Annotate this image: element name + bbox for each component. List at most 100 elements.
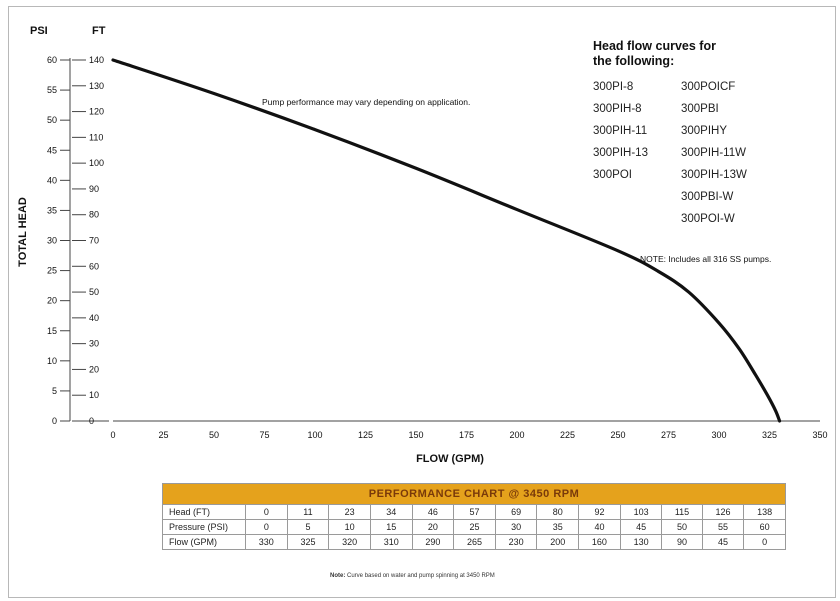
performance-note: Pump performance may vary depending on a… (262, 97, 470, 107)
table-cell: 20 (411, 519, 455, 535)
table-cell: 35 (536, 519, 580, 535)
table-cell: 92 (578, 504, 621, 520)
table-row-label: Pressure (PSI) (162, 519, 246, 535)
table-cell: 30 (494, 519, 538, 535)
performance-table-title: PERFORMANCE CHART @ 3450 RPM (162, 483, 786, 505)
model-name: 300PIH-13W (681, 169, 747, 181)
psi-tick-label: 55 (47, 85, 57, 95)
table-cell: 103 (619, 504, 663, 520)
model-name: 300PIH-11 (593, 125, 647, 137)
table-cell: 320 (328, 534, 371, 550)
model-name: 300PIHY (681, 125, 727, 137)
performance-table: PERFORMANCE CHART @ 3450 RPM Head (FT) 0 1… (162, 483, 786, 550)
psi-tick-label: 10 (47, 356, 57, 366)
model-name: 300POICF (681, 81, 735, 93)
model-list: 300PI-8 300PIH-8 300PIH-11 300PIH-13 300POI 3… (593, 81, 747, 225)
table-row-label: Head (FT) (162, 504, 246, 520)
y-axis-title: TOTAL HEAD (17, 197, 29, 267)
table-row: Flow (GPM) 330 325 320 310 290 265 230 200 160 130… (162, 534, 786, 550)
model-name: 300POI (593, 169, 632, 181)
ft-tick-label: 140 (89, 55, 104, 65)
footnote-text: Curve based on water and pump spinning a… (347, 573, 495, 579)
table-cell: 330 (245, 534, 288, 550)
x-tick-label: 225 (560, 430, 575, 440)
ft-tick-label: 30 (89, 339, 99, 349)
axes (60, 58, 820, 422)
psi-tick-label: 20 (47, 296, 57, 306)
ft-tick-label: 70 (89, 236, 99, 246)
table-cell: 46 (411, 504, 455, 520)
table-cell: 310 (369, 534, 413, 550)
table-cell: 40 (578, 519, 621, 535)
x-tick-label: 200 (509, 430, 524, 440)
x-tick-label: 25 (158, 430, 168, 440)
ft-tick-label: 80 (89, 210, 99, 220)
table-cell: 138 (743, 504, 786, 520)
x-tick-label: 175 (459, 430, 474, 440)
model-name: 300PI-8 (593, 81, 633, 93)
table-row-label: Flow (GPM) (162, 534, 246, 550)
model-name: 300PIH-8 (593, 103, 642, 115)
model-name: 300PIH-11W (681, 147, 746, 159)
model-name: 300POI-W (681, 213, 735, 225)
table-cell: 80 (536, 504, 580, 520)
table-cell: 160 (578, 534, 621, 550)
pump-curve-chart: 0 25 50 75 100 125 150 175 200 225 250 275 300 325 350… (17, 25, 828, 465)
x-tick-label: 100 (307, 430, 322, 440)
x-tick-label: 300 (711, 430, 726, 440)
table-cell: 45 (701, 534, 745, 550)
table-cell: 0 (245, 519, 288, 535)
x-axis-title: FLOW (GPM) (416, 453, 484, 465)
table-cell: 11 (286, 504, 330, 520)
x-tick-label: 325 (762, 430, 777, 440)
table-cell: 90 (661, 534, 703, 550)
ft-tick-label: 60 (89, 261, 99, 271)
x-tick-label: 275 (661, 430, 676, 440)
table-cell: 230 (494, 534, 538, 550)
x-tick-label: 0 (110, 430, 115, 440)
includes-note: NOTE: Includes all 316 SS pumps. (640, 254, 771, 264)
table-row: Pressure (PSI) 0 5 10 15 20 25 30 35 40 45 50 55 60 (162, 519, 786, 535)
ft-tick-label: 40 (89, 313, 99, 323)
footnote: Note: Curve based on water and pump spin… (330, 573, 495, 579)
ft-tick-label: 10 (89, 390, 99, 400)
ft-tick-label: 20 (89, 364, 99, 374)
chart-frame (8, 6, 836, 598)
table-cell: 55 (701, 519, 745, 535)
table-cell: 25 (453, 519, 496, 535)
table-cell: 0 (743, 534, 786, 550)
table-cell: 325 (286, 534, 330, 550)
x-tick-label: 250 (610, 430, 625, 440)
ft-tick-label: 110 (89, 132, 103, 142)
table-cell: 200 (536, 534, 580, 550)
psi-tick-label: 50 (47, 115, 57, 125)
table-row: Head (FT) 0 11 23 34 46 57 69 80 92 103 115 126 138 (162, 504, 786, 520)
table-cell: 69 (494, 504, 538, 520)
models-title-line2: the following: (593, 54, 674, 68)
ft-tick-label: 0 (89, 416, 94, 426)
psi-tick-label: 35 (47, 205, 57, 215)
model-name: 300PIH-13 (593, 147, 648, 159)
psi-tick-label: 30 (47, 236, 57, 246)
psi-unit-label: PSI (30, 25, 48, 37)
model-name: 300PBI (681, 103, 719, 115)
table-cell: 60 (743, 519, 786, 535)
model-name: 300PBI-W (681, 191, 734, 203)
ft-unit-label: FT (92, 25, 106, 37)
table-cell: 290 (411, 534, 455, 550)
table-cell: 45 (619, 519, 663, 535)
table-cell: 130 (619, 534, 663, 550)
table-cell: 0 (245, 504, 288, 520)
head-flow-curve (111, 58, 782, 423)
ft-tick-label: 100 (89, 158, 104, 168)
x-tick-label: 350 (812, 430, 827, 440)
ft-tick-label: 50 (89, 287, 99, 297)
psi-tick-label: 25 (47, 266, 57, 276)
table-cell: 115 (661, 504, 703, 520)
models-title-line1: Head flow curves for (593, 39, 716, 53)
x-tick-label: 150 (408, 430, 423, 440)
x-tick-label: 125 (358, 430, 373, 440)
ft-tick-label: 130 (89, 81, 104, 91)
ft-tick-label: 90 (89, 184, 99, 194)
psi-tick-label: 45 (47, 145, 57, 155)
